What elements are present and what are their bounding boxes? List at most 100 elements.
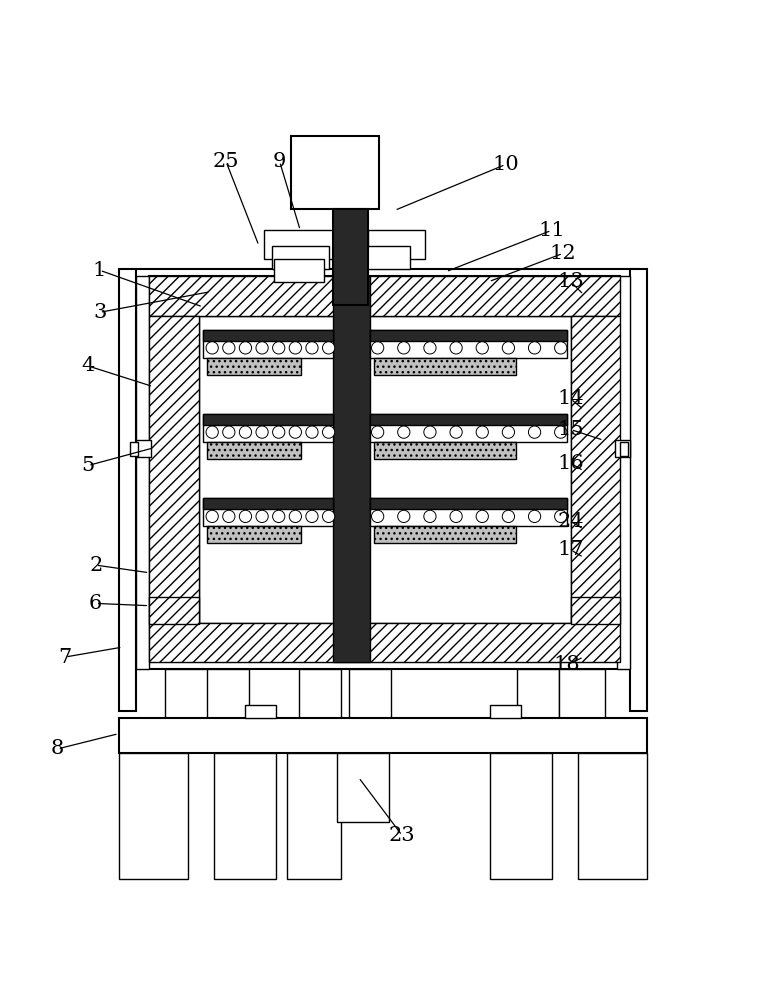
Text: 4: 4 bbox=[81, 356, 95, 375]
Circle shape bbox=[322, 342, 335, 354]
Bar bbox=[517, 669, 559, 718]
Text: 23: 23 bbox=[389, 826, 415, 845]
Text: 13: 13 bbox=[558, 272, 584, 291]
Circle shape bbox=[372, 342, 384, 354]
Bar bbox=[119, 753, 188, 879]
Bar bbox=[578, 753, 647, 879]
Text: 8: 8 bbox=[51, 739, 64, 758]
Circle shape bbox=[273, 426, 285, 438]
Bar bbox=[149, 623, 620, 662]
Bar bbox=[370, 330, 567, 341]
Bar bbox=[149, 276, 620, 662]
Circle shape bbox=[290, 510, 302, 523]
Circle shape bbox=[450, 426, 462, 438]
Bar bbox=[571, 597, 620, 624]
Circle shape bbox=[239, 510, 251, 523]
Bar bbox=[203, 498, 333, 526]
Bar bbox=[274, 259, 324, 282]
Bar bbox=[264, 230, 333, 259]
Circle shape bbox=[372, 426, 384, 438]
Text: 10: 10 bbox=[493, 155, 519, 174]
Text: 7: 7 bbox=[58, 648, 72, 667]
Circle shape bbox=[529, 510, 541, 523]
Circle shape bbox=[372, 510, 384, 523]
Circle shape bbox=[424, 426, 436, 438]
Circle shape bbox=[424, 510, 436, 523]
Bar bbox=[203, 330, 333, 358]
Bar bbox=[245, 705, 276, 718]
Bar bbox=[203, 498, 333, 509]
Bar bbox=[349, 669, 391, 718]
Bar bbox=[119, 718, 647, 753]
Text: 14: 14 bbox=[558, 389, 584, 408]
Circle shape bbox=[555, 342, 567, 354]
Circle shape bbox=[398, 510, 410, 523]
Bar bbox=[370, 330, 567, 358]
Circle shape bbox=[306, 510, 318, 523]
Circle shape bbox=[206, 510, 218, 523]
Bar bbox=[615, 440, 630, 457]
Bar bbox=[203, 330, 333, 341]
Text: 25: 25 bbox=[213, 152, 239, 171]
Bar bbox=[207, 669, 249, 718]
Circle shape bbox=[306, 342, 318, 354]
Bar bbox=[630, 269, 647, 711]
Bar bbox=[490, 705, 521, 718]
Text: 11: 11 bbox=[538, 221, 565, 240]
Circle shape bbox=[398, 342, 410, 354]
Bar bbox=[119, 269, 136, 711]
Circle shape bbox=[223, 426, 235, 438]
Bar bbox=[337, 753, 389, 822]
Circle shape bbox=[223, 510, 235, 523]
Circle shape bbox=[450, 342, 462, 354]
Bar bbox=[149, 276, 620, 316]
Bar bbox=[130, 442, 138, 456]
Bar bbox=[199, 316, 571, 623]
Text: 3: 3 bbox=[93, 303, 106, 322]
Bar bbox=[136, 440, 151, 457]
Circle shape bbox=[322, 510, 335, 523]
Text: 5: 5 bbox=[81, 456, 95, 475]
Circle shape bbox=[256, 426, 268, 438]
Bar bbox=[352, 246, 410, 269]
Bar bbox=[333, 276, 370, 662]
Circle shape bbox=[555, 426, 567, 438]
Circle shape bbox=[239, 426, 251, 438]
Circle shape bbox=[502, 510, 515, 523]
Circle shape bbox=[256, 342, 268, 354]
Circle shape bbox=[529, 426, 541, 438]
Bar bbox=[291, 136, 379, 209]
Bar bbox=[370, 414, 567, 442]
Circle shape bbox=[290, 426, 302, 438]
Circle shape bbox=[555, 510, 567, 523]
Bar bbox=[333, 209, 368, 305]
Circle shape bbox=[239, 342, 251, 354]
Bar bbox=[299, 669, 341, 718]
Text: 1: 1 bbox=[93, 261, 106, 280]
Bar bbox=[203, 414, 333, 425]
Bar bbox=[490, 753, 552, 879]
Circle shape bbox=[256, 510, 268, 523]
Bar bbox=[617, 276, 630, 669]
Text: 17: 17 bbox=[558, 540, 584, 559]
Bar bbox=[207, 526, 300, 543]
Circle shape bbox=[223, 342, 235, 354]
Bar bbox=[134, 269, 636, 669]
Bar bbox=[207, 442, 300, 459]
Text: 12: 12 bbox=[550, 244, 576, 263]
Bar bbox=[368, 230, 425, 259]
Bar bbox=[370, 498, 567, 509]
Circle shape bbox=[206, 342, 218, 354]
Circle shape bbox=[476, 426, 489, 438]
Circle shape bbox=[306, 426, 318, 438]
Text: 15: 15 bbox=[558, 420, 584, 439]
Bar bbox=[370, 414, 567, 425]
Circle shape bbox=[502, 342, 515, 354]
Text: 24: 24 bbox=[558, 512, 584, 531]
Text: 16: 16 bbox=[558, 454, 584, 473]
Bar bbox=[203, 414, 333, 442]
Bar bbox=[370, 498, 567, 526]
Circle shape bbox=[476, 342, 489, 354]
Text: 18: 18 bbox=[554, 655, 580, 674]
Circle shape bbox=[502, 426, 515, 438]
